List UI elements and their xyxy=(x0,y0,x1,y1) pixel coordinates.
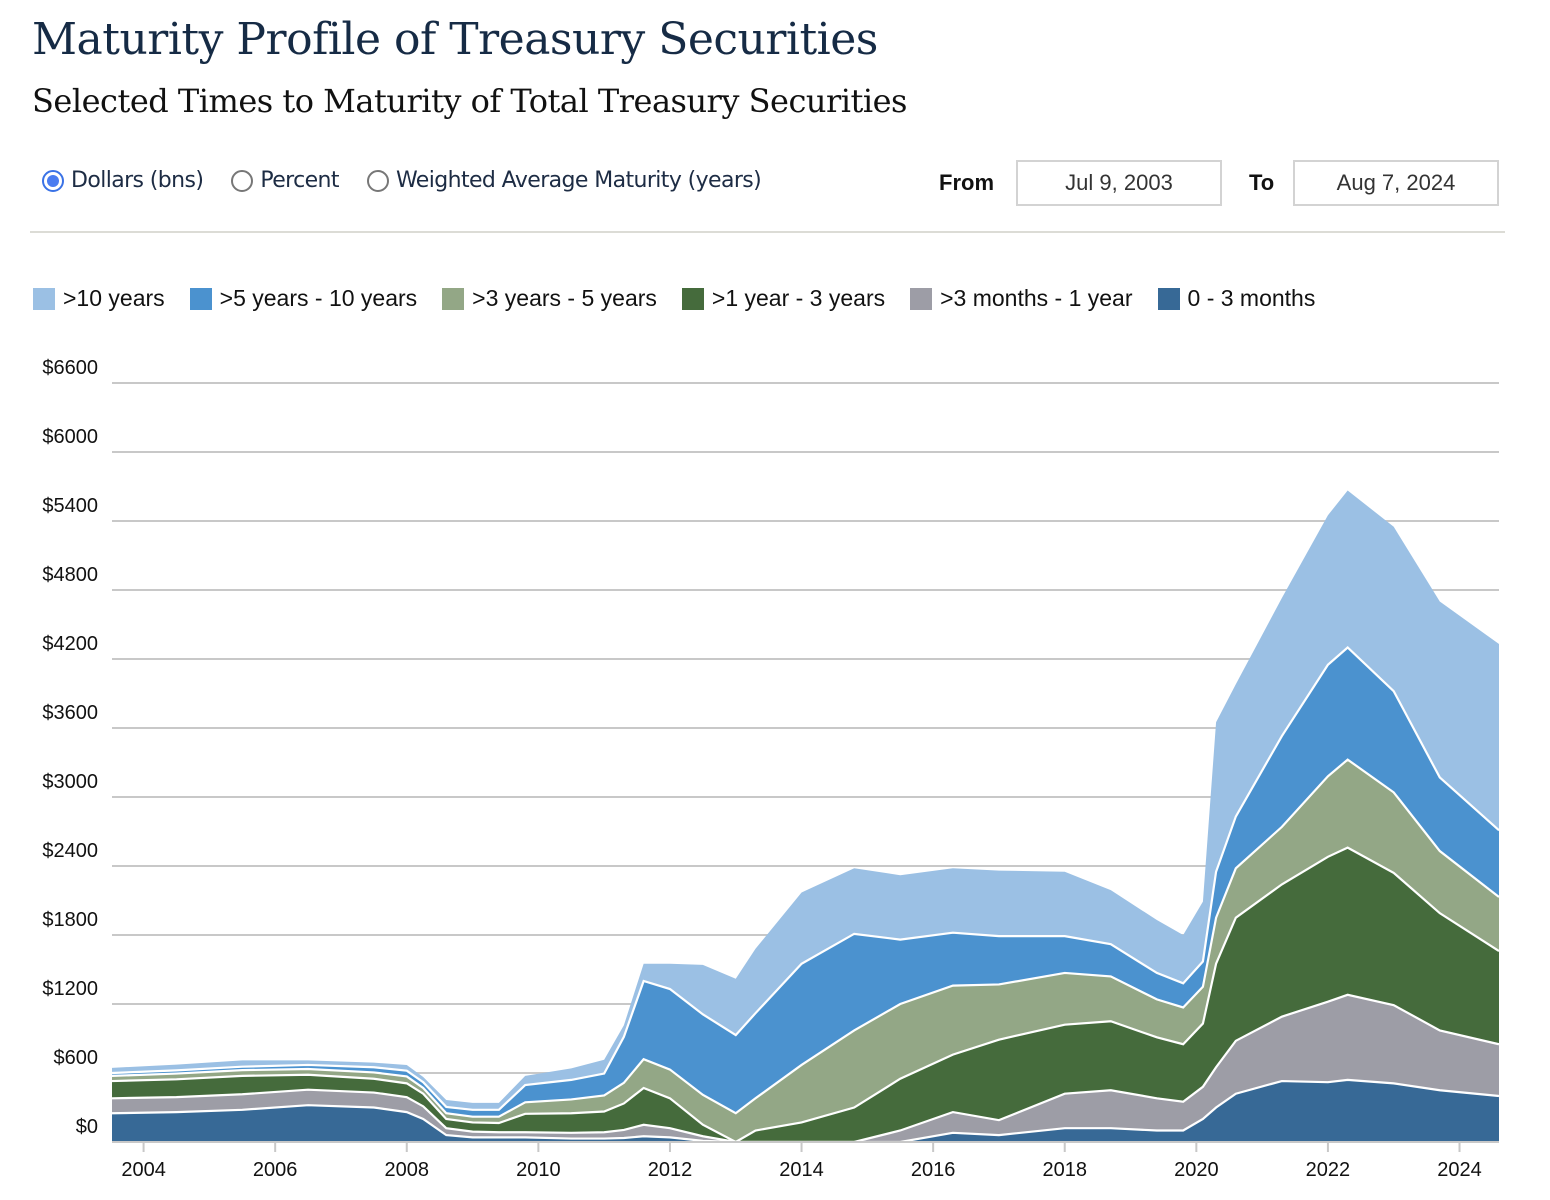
y-tick-label: $6000 xyxy=(42,426,98,448)
legend-label: >1 year - 3 years xyxy=(711,285,886,311)
radio-unselected-icon[interactable] xyxy=(366,169,389,192)
y-tick-label: $4800 xyxy=(42,564,98,586)
divider xyxy=(30,231,1505,233)
x-tick-label: 2016 xyxy=(911,1159,956,1181)
legend-item[interactable]: >3 months - 1 year xyxy=(910,285,1133,312)
radio-percent[interactable]: Percent xyxy=(231,168,340,193)
x-tick-label: 2018 xyxy=(1042,1159,1087,1181)
x-tick-label: 2010 xyxy=(516,1159,561,1181)
radio-wam[interactable]: Weighted Average Maturity (years) xyxy=(366,168,762,193)
y-tick-label: $5400 xyxy=(42,495,98,517)
y-tick-label: $0 xyxy=(76,1116,98,1138)
legend-label: 0 - 3 months xyxy=(1187,285,1316,311)
legend-item[interactable]: >3 years - 5 years xyxy=(442,285,657,312)
chart-legend: >10 years >5 years - 10 years >3 years - 5… xyxy=(33,285,1340,312)
legend-swatch xyxy=(681,287,704,310)
legend-swatch xyxy=(189,287,212,310)
legend-swatch xyxy=(910,287,933,310)
series-boundary-line xyxy=(111,846,1500,1144)
x-tick-label: 2020 xyxy=(1174,1159,1219,1181)
to-label: To xyxy=(1249,170,1275,195)
series-boundary-line xyxy=(111,646,1500,1111)
from-date-input[interactable] xyxy=(1016,160,1222,206)
legend-swatch xyxy=(442,287,465,310)
area--3-months-1-year xyxy=(112,994,1499,1142)
radio-percent-label: Percent xyxy=(260,168,339,193)
to-date-input[interactable] xyxy=(1293,160,1499,206)
y-tick-label: $6600 xyxy=(42,357,98,379)
legend-item[interactable]: >10 years xyxy=(33,285,165,312)
legend-swatch xyxy=(1157,287,1180,310)
area-0-3-months xyxy=(112,1079,1499,1142)
area--10-years xyxy=(112,490,1499,1110)
y-tick-label: $600 xyxy=(54,1047,99,1069)
view-selector: Dollars (bns) Percent Weighted Average M… xyxy=(42,168,789,193)
y-tick-label: $1800 xyxy=(42,909,98,931)
radio-dollars-label: Dollars (bns) xyxy=(71,168,204,193)
legend-label: >10 years xyxy=(63,285,165,311)
legend-label: >3 years - 5 years xyxy=(472,285,657,311)
page-subtitle: Selected Times to Maturity of Total Trea… xyxy=(32,82,907,120)
x-tick-label: 2014 xyxy=(779,1159,824,1181)
radio-unselected-icon[interactable] xyxy=(231,169,254,192)
y-tick-label: $3600 xyxy=(42,702,98,724)
page-title: Maturity Profile of Treasury Securities xyxy=(32,14,878,65)
legend-item[interactable]: >1 year - 3 years xyxy=(681,285,886,312)
from-label: From xyxy=(939,170,994,195)
area--1-year-3-years xyxy=(112,847,1499,1142)
x-tick-label: 2012 xyxy=(648,1159,693,1181)
legend-label: >5 years - 10 years xyxy=(219,285,418,311)
x-tick-label: 2024 xyxy=(1437,1159,1482,1181)
legend-label: >3 months - 1 year xyxy=(940,285,1133,311)
legend-item[interactable]: 0 - 3 months xyxy=(1157,285,1316,312)
radio-selected-icon[interactable] xyxy=(42,169,64,192)
x-tick-label: 2006 xyxy=(253,1159,298,1181)
y-tick-label: $3000 xyxy=(42,771,98,793)
x-tick-label: 2008 xyxy=(385,1159,430,1181)
x-tick-label: 2004 xyxy=(121,1159,166,1181)
radio-dollars[interactable]: Dollars (bns) xyxy=(42,168,204,193)
y-tick-label: $2400 xyxy=(42,840,98,862)
legend-swatch xyxy=(33,287,55,310)
legend-item[interactable]: >5 years - 10 years xyxy=(189,285,418,312)
radio-wam-label: Weighted Average Maturity (years) xyxy=(395,168,762,193)
y-tick-label: $1200 xyxy=(42,978,98,1000)
x-tick-label: 2022 xyxy=(1306,1159,1351,1181)
series-boundary-line xyxy=(111,758,1500,1118)
y-tick-label: $4200 xyxy=(42,633,98,655)
